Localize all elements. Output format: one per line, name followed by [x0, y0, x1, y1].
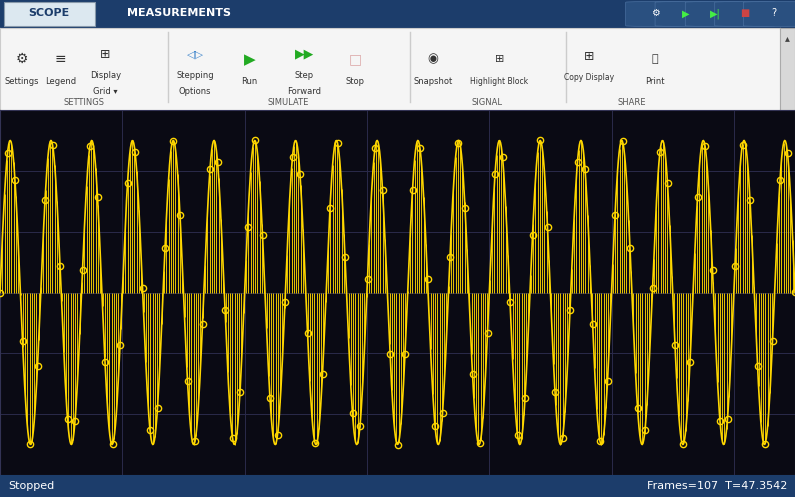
Text: Frames=107  T=47.3542: Frames=107 T=47.3542: [646, 481, 787, 491]
Text: 🖨: 🖨: [652, 54, 658, 64]
Text: SCOPE: SCOPE: [29, 8, 70, 18]
FancyBboxPatch shape: [4, 1, 95, 26]
Text: Display: Display: [90, 71, 121, 80]
Text: Stop: Stop: [345, 77, 364, 86]
Text: ⊞: ⊞: [584, 50, 594, 63]
Text: ▴: ▴: [785, 33, 790, 43]
Text: ▶: ▶: [244, 52, 255, 67]
Text: Stepping: Stepping: [176, 71, 214, 80]
FancyBboxPatch shape: [743, 1, 795, 26]
Text: ▶: ▶: [681, 8, 689, 18]
Text: Step: Step: [295, 71, 314, 80]
Text: Stopped: Stopped: [8, 481, 54, 491]
Text: ≡: ≡: [55, 52, 67, 66]
Text: ■: ■: [740, 8, 750, 18]
Text: Options: Options: [179, 87, 211, 96]
Text: ⊞: ⊞: [494, 54, 504, 64]
FancyBboxPatch shape: [626, 1, 686, 26]
Text: SIMULATE: SIMULATE: [268, 98, 309, 107]
Text: Copy Display: Copy Display: [564, 73, 614, 82]
Text: ▶|: ▶|: [710, 8, 721, 19]
Text: ◁▷: ◁▷: [187, 49, 204, 59]
Text: ⚙: ⚙: [16, 52, 28, 66]
Text: ▶▶: ▶▶: [295, 48, 314, 61]
Text: Settings: Settings: [5, 77, 39, 86]
Text: ⚙: ⚙: [651, 8, 661, 18]
Text: SIGNAL: SIGNAL: [472, 98, 503, 107]
Text: MEASUREMENTS: MEASUREMENTS: [127, 8, 231, 18]
Text: Print: Print: [646, 77, 665, 86]
Text: Highlight Block: Highlight Block: [470, 77, 528, 86]
Text: ?: ?: [771, 8, 776, 18]
Text: Legend: Legend: [45, 77, 76, 86]
Text: SETTINGS: SETTINGS: [64, 98, 105, 107]
Text: ⊞: ⊞: [100, 48, 111, 61]
FancyBboxPatch shape: [685, 1, 746, 26]
Text: ◉: ◉: [428, 53, 438, 66]
Text: Forward: Forward: [287, 87, 321, 96]
Text: Snapshot: Snapshot: [413, 77, 452, 86]
FancyBboxPatch shape: [715, 1, 775, 26]
Text: Grid ▾: Grid ▾: [93, 87, 118, 96]
Text: □: □: [348, 52, 362, 66]
Text: Run: Run: [242, 77, 258, 86]
Text: SHARE: SHARE: [618, 98, 646, 107]
FancyBboxPatch shape: [655, 1, 716, 26]
